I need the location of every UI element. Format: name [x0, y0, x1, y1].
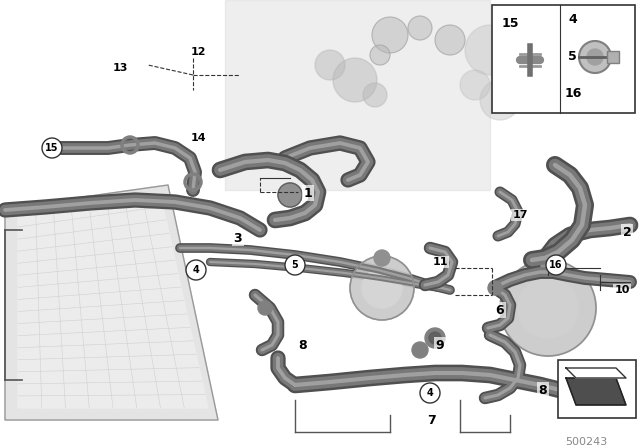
Circle shape	[362, 268, 402, 308]
Circle shape	[579, 41, 611, 73]
Text: 2: 2	[623, 225, 632, 238]
Text: 9: 9	[436, 339, 444, 352]
Text: 1: 1	[303, 186, 312, 199]
Polygon shape	[225, 0, 490, 190]
Bar	[607, 51, 619, 63]
Text: 4: 4	[568, 13, 577, 26]
Circle shape	[500, 260, 596, 356]
Text: 10: 10	[614, 285, 630, 295]
Circle shape	[429, 332, 441, 344]
Text: 5: 5	[568, 50, 577, 63]
Circle shape	[370, 45, 390, 65]
Circle shape	[333, 58, 377, 102]
Circle shape	[374, 250, 390, 266]
Polygon shape	[5, 185, 218, 420]
Text: 15: 15	[502, 17, 520, 30]
Circle shape	[420, 383, 440, 403]
Circle shape	[435, 25, 465, 55]
Circle shape	[408, 16, 432, 40]
Text: 11: 11	[432, 257, 448, 267]
Circle shape	[372, 17, 408, 53]
Text: 14: 14	[190, 133, 206, 143]
Circle shape	[285, 255, 305, 275]
Circle shape	[518, 278, 578, 338]
Text: 4: 4	[193, 265, 200, 275]
Circle shape	[480, 80, 520, 120]
Circle shape	[412, 342, 428, 358]
Circle shape	[541, 259, 555, 273]
Polygon shape	[566, 378, 626, 405]
Polygon shape	[18, 193, 208, 408]
Circle shape	[497, 52, 533, 88]
Text: 7: 7	[428, 414, 436, 426]
Text: 12: 12	[190, 47, 205, 57]
Circle shape	[460, 70, 490, 100]
Circle shape	[363, 83, 387, 107]
Text: 16: 16	[549, 260, 563, 270]
Text: 13: 13	[112, 63, 128, 73]
Text: 16: 16	[565, 87, 582, 100]
Text: 15: 15	[45, 143, 59, 153]
Text: 500243: 500243	[565, 437, 607, 447]
Circle shape	[42, 138, 62, 158]
Text: 4: 4	[427, 388, 433, 398]
Circle shape	[278, 183, 302, 207]
Text: 3: 3	[234, 232, 243, 245]
Circle shape	[465, 25, 515, 75]
Circle shape	[350, 256, 414, 320]
Bar	[558, 360, 636, 418]
Circle shape	[186, 260, 206, 280]
Bar	[492, 5, 635, 113]
Text: 17: 17	[512, 210, 528, 220]
Circle shape	[546, 255, 566, 275]
Circle shape	[425, 328, 445, 348]
Circle shape	[587, 49, 603, 65]
Text: 8: 8	[299, 339, 307, 352]
Circle shape	[258, 301, 272, 315]
Circle shape	[488, 281, 502, 295]
Text: 5: 5	[292, 260, 298, 270]
Text: 6: 6	[496, 303, 504, 316]
Text: 8: 8	[539, 383, 547, 396]
Circle shape	[315, 50, 345, 80]
Polygon shape	[566, 368, 626, 378]
